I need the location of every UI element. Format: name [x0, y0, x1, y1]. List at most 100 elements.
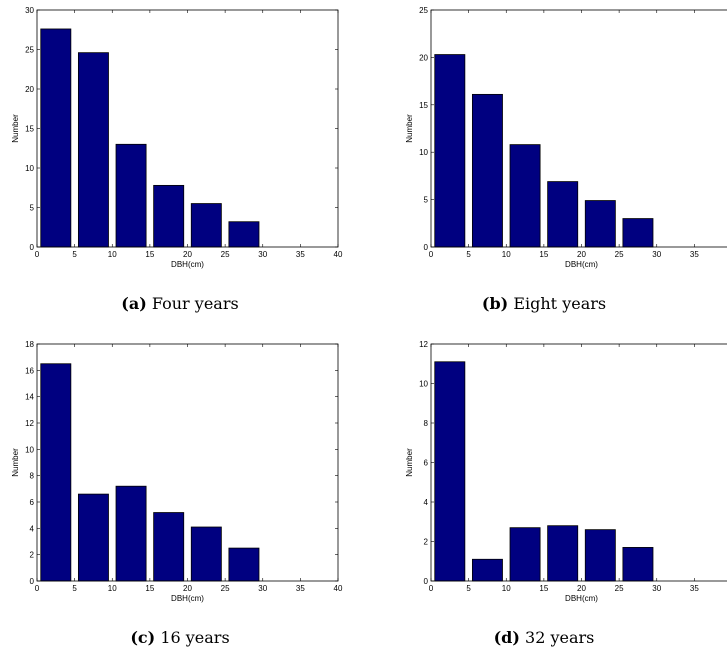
chart-d: 0510152025303540024681012DBH(cm)Number: [405, 340, 727, 603]
x-tick-label: 30: [258, 584, 267, 593]
caption-text: Four years: [151, 294, 239, 313]
x-tick-label: 15: [145, 250, 154, 259]
bar: [471, 558, 503, 582]
x-tick-label: 35: [296, 584, 305, 593]
x-tick-label: 40: [334, 584, 343, 593]
x-tick-label: 20: [577, 250, 586, 259]
x-tick-label: 10: [108, 584, 117, 593]
x-axis-label: DBH(cm): [171, 260, 204, 269]
chart-panel-c: 0 5 10 15 20 25 30 35 40 0 2 4 6 8 10 12 14 16 18 DBH(cm) Nu…: [0, 334, 360, 661]
chart-panel-b: 05101520253035400510152025DBH(cm)Number …: [394, 0, 727, 327]
caption-a: (a) Four years: [0, 294, 360, 313]
y-tick-label: 12: [25, 419, 34, 428]
x-tick-label: 5: [466, 584, 471, 593]
bar: [190, 526, 222, 582]
x-tick-label: 25: [615, 250, 624, 259]
chart-panel-d: 0510152025303540024681012DBH(cm)Number (…: [394, 334, 727, 661]
bar: [77, 493, 109, 582]
bar: [40, 28, 72, 248]
x-axis-label: DBH(cm): [171, 594, 204, 603]
x-tick-label: 5: [72, 584, 77, 593]
x-tick-label: 10: [108, 250, 117, 259]
x-tick-label: 35: [690, 584, 699, 593]
x-tick-label: 5: [72, 250, 77, 259]
y-tick-label: 12: [419, 340, 428, 349]
bar: [509, 527, 541, 582]
caption-tag: (a): [121, 294, 147, 313]
chart-c: 0 5 10 15 20 25 30 35 40 0 2 4 6 8 10 12 14 16 18 DBH(cm) Nu…: [11, 340, 343, 603]
y-axis-label: Number: [405, 114, 414, 143]
bar: [153, 184, 185, 248]
bar: [547, 181, 579, 248]
bar: [622, 547, 654, 582]
bar: [190, 203, 222, 248]
y-tick-label: 20: [25, 85, 34, 94]
x-tick-label: 25: [221, 584, 230, 593]
chart-a: 0 5 10 15 20 25 30 35 40 0 5 10 15 20 25 30 DBH(cm) Numbe…: [11, 6, 343, 269]
caption-tag: (d): [493, 628, 520, 647]
caption-c: (c) 16 years: [0, 628, 360, 647]
bar: [509, 144, 541, 248]
plot-frame: [430, 343, 727, 582]
x-tick-label: 40: [334, 250, 343, 259]
caption-text: 32 years: [525, 628, 595, 647]
y-tick-label: 2: [30, 551, 35, 560]
y-tick-label: 0: [30, 243, 35, 252]
x-tick-label: 25: [221, 250, 230, 259]
y-axis-label: Number: [405, 448, 414, 477]
y-tick-label: 15: [419, 101, 428, 110]
x-axis-label: DBH(cm): [565, 260, 598, 269]
x-tick-label: 10: [502, 584, 511, 593]
x-tick-label: 5: [466, 250, 471, 259]
bar: [228, 547, 260, 582]
caption-d: (d) 32 years: [364, 628, 724, 647]
x-tick-label: 15: [539, 250, 548, 259]
bar: [471, 93, 503, 248]
y-tick-label: 4: [30, 524, 35, 533]
bar: [434, 54, 466, 248]
y-tick-label: 14: [25, 393, 34, 402]
caption-b: (b) Eight years: [364, 294, 724, 313]
x-tick-label: 20: [577, 584, 586, 593]
bar: [584, 200, 616, 248]
caption-tag: (b): [481, 294, 509, 313]
caption-text: Eight years: [513, 294, 607, 313]
x-tick-label: 30: [258, 250, 267, 259]
y-tick-label: 25: [25, 46, 34, 55]
y-tick-label: 30: [25, 6, 34, 15]
y-axis-label: Number: [11, 114, 20, 143]
bar: [77, 52, 109, 248]
y-tick-label: 5: [30, 204, 35, 213]
x-tick-label: 35: [296, 250, 305, 259]
bar: [153, 512, 185, 582]
chart-b: 05101520253035400510152025DBH(cm)Number: [405, 6, 727, 269]
x-tick-label: 30: [652, 250, 661, 259]
y-tick-label: 10: [419, 380, 428, 389]
chart-panel-a: 0 5 10 15 20 25 30 35 40 0 5 10 15 20 25 30 DBH(cm) Numbe…: [0, 0, 360, 327]
x-tick-label: 25: [615, 584, 624, 593]
x-tick-label: 0: [429, 584, 434, 593]
y-tick-label: 2: [424, 538, 429, 547]
y-tick-label: 8: [30, 472, 35, 481]
y-axis-label: Number: [11, 448, 20, 477]
y-tick-label: 0: [424, 243, 429, 252]
x-tick-label: 0: [35, 250, 40, 259]
bar: [228, 221, 260, 248]
bar: [40, 363, 72, 582]
x-axis-label: DBH(cm): [565, 594, 598, 603]
y-tick-label: 8: [424, 419, 429, 428]
bar: [547, 525, 579, 582]
x-tick-label: 15: [145, 584, 154, 593]
bar: [584, 529, 616, 582]
y-tick-label: 4: [424, 498, 429, 507]
y-tick-label: 5: [424, 196, 429, 205]
bar: [115, 485, 147, 582]
y-tick-label: 16: [25, 366, 34, 375]
caption-text: 16 years: [160, 628, 230, 647]
x-tick-label: 20: [183, 250, 192, 259]
x-tick-label: 35: [690, 250, 699, 259]
x-tick-label: 0: [35, 584, 40, 593]
x-tick-label: 20: [183, 584, 192, 593]
x-tick-label: 30: [652, 584, 661, 593]
y-tick-label: 6: [424, 459, 429, 468]
